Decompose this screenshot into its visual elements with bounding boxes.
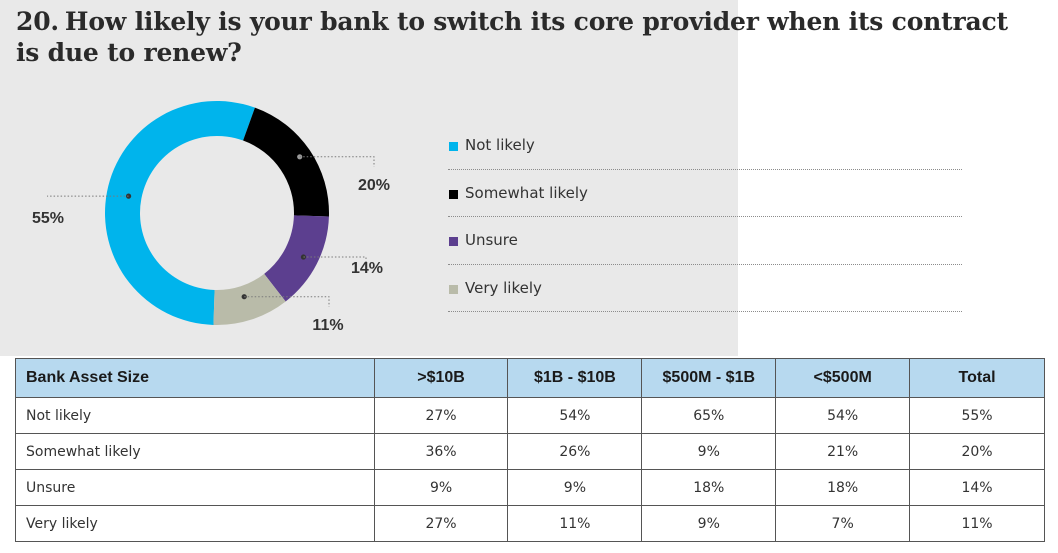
- table-cell: 11%: [507, 505, 643, 542]
- header-over-10b: >$10B: [373, 358, 509, 398]
- leader-dot-very-likely: [241, 294, 247, 300]
- table-cell: 54%: [775, 397, 911, 434]
- table-cell: 21%: [775, 433, 911, 470]
- donut-slice-unsure: [264, 215, 329, 302]
- legend-swatch: [449, 284, 458, 294]
- row-label: Somewhat likely: [15, 433, 375, 470]
- question-number: 20.: [16, 7, 59, 36]
- asset-size-table: Bank Asset Size >$10B $1B - $10B $500M -…: [15, 358, 1045, 542]
- table-cell: 7%: [775, 505, 911, 542]
- donut-slice-not-likely: [105, 101, 255, 325]
- table-cell: 9%: [641, 505, 777, 542]
- legend-item-unsure: Unsure: [448, 217, 962, 265]
- leader-line-somewhat-likely: [299, 156, 375, 167]
- table-header-row: Bank Asset Size >$10B $1B - $10B $500M -…: [15, 358, 1045, 398]
- table-row: Not likely 27% 54% 65% 54% 55%: [15, 397, 1045, 434]
- table-cell: 27%: [373, 397, 509, 434]
- leader-line-very-likely: [244, 296, 330, 307]
- table-cell: 36%: [373, 433, 509, 470]
- table-cell: 20%: [909, 433, 1045, 470]
- donut-slice-very-likely: [213, 273, 286, 325]
- header-total: Total: [909, 358, 1045, 398]
- legend-label: Somewhat likely: [465, 183, 588, 202]
- row-label: Not likely: [15, 397, 375, 434]
- table-row: Very likely 27% 11% 9% 7% 11%: [15, 505, 1045, 542]
- table-cell: 11%: [909, 505, 1045, 542]
- data-label-not-likely: 55%: [32, 210, 64, 227]
- table-cell: 55%: [909, 397, 1045, 434]
- row-label: Unsure: [15, 469, 375, 506]
- table-cell: 54%: [507, 397, 643, 434]
- legend-swatch: [449, 189, 458, 199]
- table-cell: 18%: [641, 469, 777, 506]
- legend-item-not-likely: Not likely: [448, 122, 962, 170]
- legend-label: Not likely: [465, 136, 535, 154]
- question-title: 20. How likely is your bank to switch its…: [16, 6, 1036, 68]
- chart-legend: Not likely Somewhat likely Unsure Very l…: [448, 122, 962, 312]
- table-cell: 9%: [641, 433, 777, 470]
- legend-item-somewhat-likely: Somewhat likely: [448, 170, 962, 217]
- legend-label: Unsure: [465, 231, 518, 249]
- table-cell: 9%: [507, 469, 643, 506]
- table-cell: 9%: [373, 469, 509, 506]
- data-label-very-likely: 11%: [312, 317, 343, 334]
- donut-chart: 55% 20% 14% 11%: [32, 101, 390, 334]
- row-label: Very likely: [15, 505, 375, 542]
- table-cell: 27%: [373, 505, 509, 542]
- question-text: How likely is your bank to switch its co…: [16, 7, 1008, 67]
- donut-slice-somewhat-likely: [243, 107, 329, 217]
- legend-swatch: [449, 237, 458, 246]
- header-bank-asset-size: Bank Asset Size: [15, 358, 375, 398]
- table-cell: 18%: [775, 469, 911, 506]
- legend-swatch: [449, 142, 458, 151]
- table-cell: 14%: [909, 469, 1045, 506]
- table-cell: 26%: [507, 433, 643, 470]
- legend-label: Very likely: [465, 278, 542, 297]
- header-500m-1b: $500M - $1B: [641, 358, 777, 398]
- table-row: Unsure 9% 9% 18% 18% 14%: [15, 469, 1045, 506]
- header-under-500m: <$500M: [775, 358, 911, 398]
- data-label-unsure: 14%: [351, 260, 383, 277]
- header-1b-10b: $1B - $10B: [507, 358, 643, 398]
- legend-item-very-likely: Very likely: [448, 265, 962, 312]
- data-label-somewhat-likely: 20%: [358, 177, 390, 194]
- table-cell: 65%: [641, 397, 777, 434]
- table-row: Somewhat likely 36% 26% 9% 21% 20%: [15, 433, 1045, 470]
